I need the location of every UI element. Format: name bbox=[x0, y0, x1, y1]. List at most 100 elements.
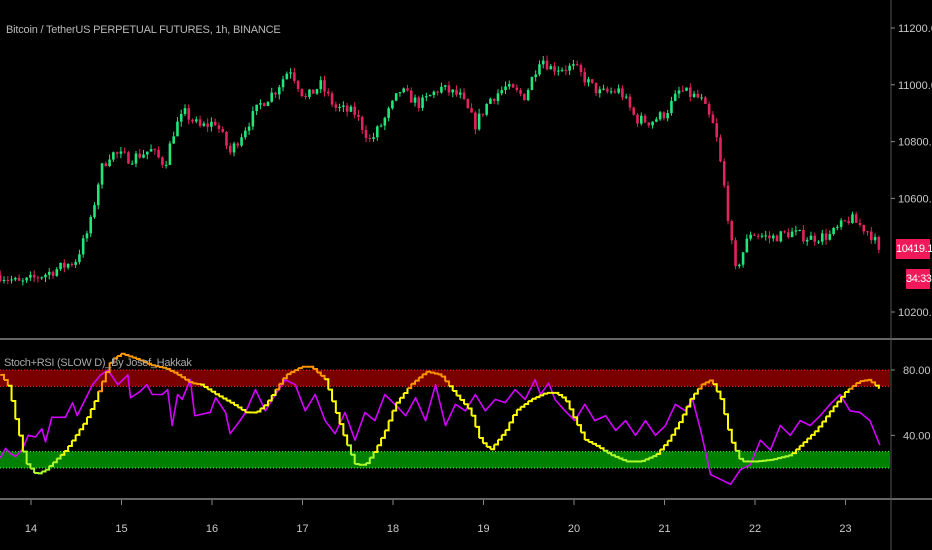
time-tick-label: 17 bbox=[296, 523, 308, 535]
candle-body bbox=[719, 137, 722, 162]
candle bbox=[149, 144, 153, 152]
stoch-segment bbox=[543, 392, 549, 395]
stoch-segment bbox=[369, 452, 375, 459]
candle bbox=[817, 240, 820, 244]
last-price-tag: 10419.14 bbox=[896, 239, 932, 259]
candle bbox=[63, 259, 66, 273]
candle-body bbox=[308, 89, 311, 97]
candle-body bbox=[673, 93, 677, 101]
candle-body bbox=[172, 136, 175, 144]
candle bbox=[688, 83, 692, 102]
candle bbox=[802, 224, 805, 244]
stoch-segment bbox=[460, 398, 466, 405]
candle bbox=[142, 149, 145, 159]
stoch-segment bbox=[260, 405, 266, 410]
candle bbox=[862, 224, 866, 235]
candle-body bbox=[315, 89, 319, 94]
candle bbox=[2, 276, 6, 284]
candle bbox=[315, 88, 319, 95]
candle-body bbox=[104, 163, 108, 167]
stoch-segment bbox=[188, 381, 194, 384]
candle bbox=[179, 109, 183, 127]
candle-body bbox=[530, 77, 534, 91]
candle-body bbox=[55, 269, 59, 276]
candle bbox=[458, 88, 462, 99]
candle-body bbox=[266, 101, 270, 107]
stoch-segment bbox=[596, 444, 601, 449]
stoch-segment bbox=[339, 423, 345, 436]
candle-body bbox=[161, 157, 164, 165]
candle-body bbox=[262, 103, 266, 107]
indicator-title[interactable]: Stoch+RSI (SLOW D)_By Josef_Hakkak bbox=[4, 357, 192, 369]
candle bbox=[6, 276, 10, 285]
candle-body bbox=[63, 262, 66, 268]
candle bbox=[523, 93, 526, 101]
candle bbox=[108, 154, 111, 168]
price-pane[interactable] bbox=[0, 55, 881, 286]
indicator-pane[interactable] bbox=[0, 352, 890, 486]
candle-body bbox=[787, 232, 790, 238]
stoch-segment bbox=[445, 380, 450, 387]
stoch-segment bbox=[207, 388, 213, 392]
stoch-segment bbox=[456, 394, 462, 400]
candle bbox=[145, 151, 149, 160]
stoch-segment bbox=[347, 444, 352, 455]
candle bbox=[760, 232, 764, 239]
candle bbox=[858, 218, 862, 228]
candle-body bbox=[138, 153, 142, 158]
stoch-segment bbox=[45, 465, 51, 471]
candle-body bbox=[515, 87, 519, 91]
time-tick-label: 20 bbox=[568, 523, 580, 535]
candle bbox=[594, 82, 598, 97]
candle bbox=[70, 262, 74, 268]
candle bbox=[511, 83, 515, 88]
stoch-segment bbox=[739, 457, 745, 462]
stoch-segment bbox=[49, 462, 55, 467]
stoch-segment bbox=[316, 371, 322, 376]
candle bbox=[489, 97, 492, 105]
candle bbox=[225, 131, 228, 150]
candle-body bbox=[534, 74, 537, 78]
candle bbox=[138, 149, 142, 159]
candle-body bbox=[123, 151, 126, 153]
candle-body bbox=[334, 104, 338, 108]
candle-body bbox=[338, 106, 341, 108]
candle bbox=[839, 218, 843, 230]
stoch-segment bbox=[4, 379, 9, 386]
candle bbox=[134, 151, 138, 168]
candle-body bbox=[289, 72, 292, 74]
candle-body bbox=[409, 90, 413, 103]
candle-body bbox=[734, 240, 737, 267]
candle-body bbox=[526, 90, 530, 101]
stoch-segment bbox=[841, 391, 846, 398]
stoch-segment bbox=[663, 440, 669, 447]
time-tick-label: 19 bbox=[477, 523, 489, 535]
candle-body bbox=[455, 89, 458, 95]
candle bbox=[824, 228, 828, 245]
candle bbox=[10, 275, 13, 284]
candle bbox=[47, 268, 51, 280]
stoch-segment bbox=[381, 430, 386, 439]
candle bbox=[436, 90, 439, 96]
stoch-segment bbox=[422, 371, 428, 376]
candle-body bbox=[507, 84, 511, 87]
candle bbox=[738, 263, 741, 269]
stoch-segment bbox=[430, 371, 435, 374]
candle-body bbox=[383, 117, 387, 126]
candle bbox=[319, 76, 323, 94]
candle-body bbox=[738, 264, 741, 267]
candle bbox=[753, 233, 756, 237]
stoch-segment bbox=[388, 410, 394, 422]
candle bbox=[764, 230, 768, 241]
stoch-segment bbox=[37, 471, 43, 475]
candle bbox=[153, 148, 157, 155]
candle-body bbox=[696, 93, 700, 98]
candle-body bbox=[428, 95, 432, 97]
candle bbox=[36, 275, 40, 283]
candle bbox=[639, 112, 643, 126]
candle bbox=[274, 91, 277, 98]
candle bbox=[492, 98, 496, 105]
candle bbox=[376, 125, 379, 141]
candle bbox=[734, 237, 737, 270]
